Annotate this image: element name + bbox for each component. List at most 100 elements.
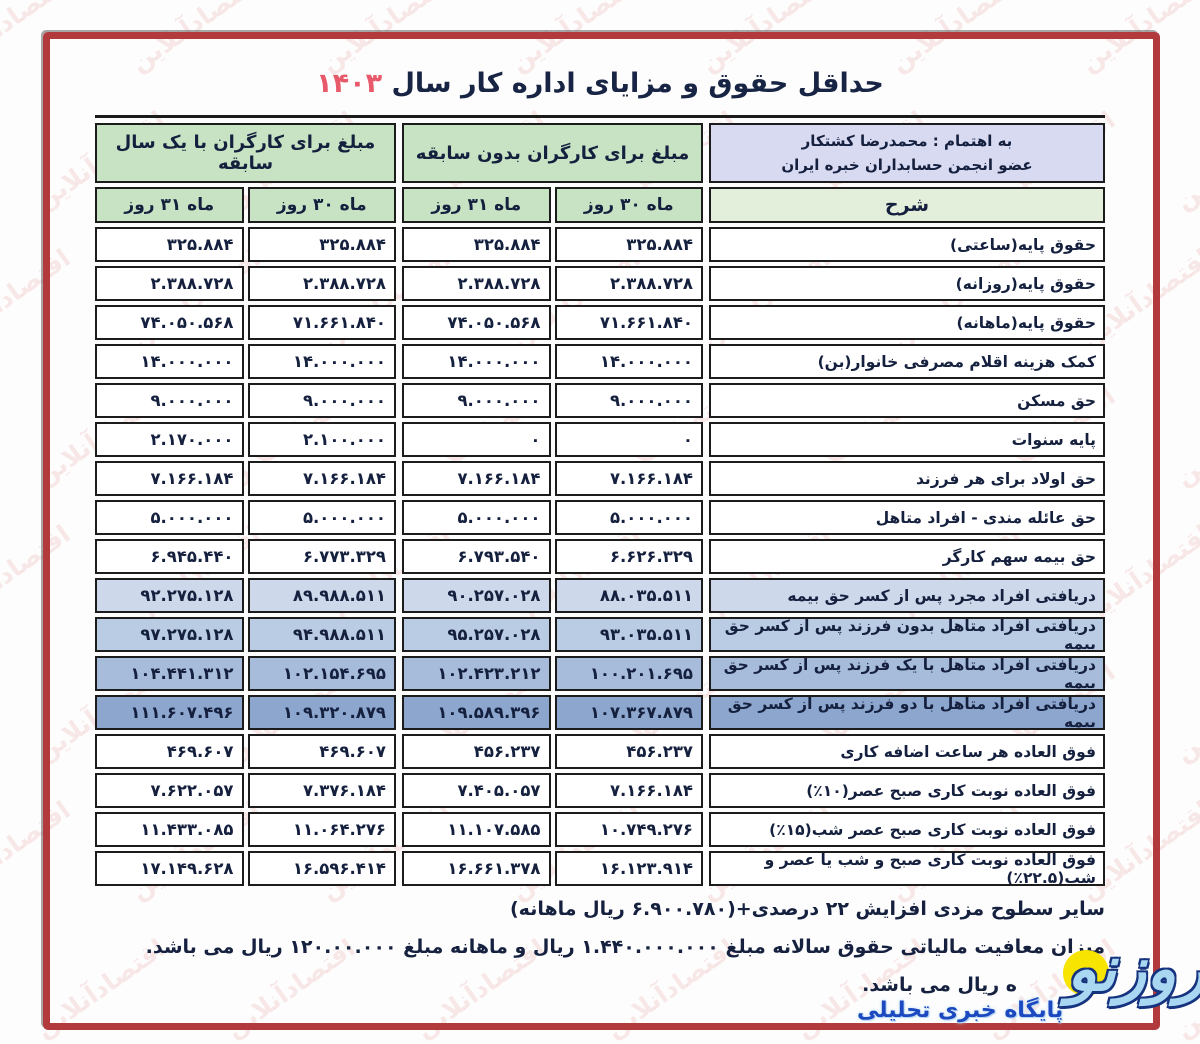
- value-cell-noexp-31: ۴۵۶.۲۳۷: [402, 734, 551, 769]
- value-cell-oneyear-30: ۲.۱۰۰.۰۰۰: [247, 422, 396, 457]
- value-cell-noexp-31: ۹.۰۰۰.۰۰۰: [402, 383, 551, 418]
- watermark-text: اقتصادآنلاین: [0, 243, 76, 354]
- value-cell-noexp-31: ۷۴.۰۵۰.۵۶۸: [402, 305, 551, 340]
- value-cell-noexp-30: ۰: [554, 422, 703, 457]
- value-cell-noexp-30: ۱۴.۰۰۰.۰۰۰: [554, 344, 703, 379]
- value-cell-oneyear-31: ۱۰۴.۴۴۱.۳۱۲: [95, 656, 244, 691]
- title-text: حداقل حقوق و مزایای اداره کار سال: [391, 68, 884, 99]
- page-title: حداقل حقوق و مزایای اداره کار سال ۱۴۰۳: [95, 68, 1105, 99]
- row-label: حقوق پایه(ساعتی): [709, 227, 1105, 262]
- watermark-text: اقتصادآنلاین: [0, 519, 76, 630]
- value-cell-noexp-30: ۲.۳۸۸.۷۲۸: [554, 266, 703, 301]
- value-cell-noexp-31: ۷.۴۰۵.۰۵۷: [402, 773, 551, 808]
- title-year: ۱۴۰۳: [316, 68, 383, 99]
- value-cell-noexp-30: ۷۱.۶۶۱.۸۴۰: [554, 305, 703, 340]
- footnote-tax-exemption: میزان معافیت مالیاتی حقوق سالانه مبلغ ۱.…: [145, 936, 1105, 958]
- value-cell-noexp-30: ۳۲۵.۸۸۴: [554, 227, 703, 262]
- footnote-partial: ه ریال می باشد.: [862, 974, 1017, 996]
- col-header-month31: ماه ۳۱ روز: [402, 187, 551, 223]
- group-header-no-experience: مبلغ برای کارگران بدون سابقه: [402, 123, 703, 183]
- watermark-text: اقتصادآنلاین: [505, 0, 646, 78]
- watermark-text: اقتصادآنلاین: [1170, 657, 1200, 768]
- logo-yellow-circle-icon: [1063, 950, 1109, 996]
- logo-tagline: پایگاه خبری تحلیلی: [857, 998, 1064, 1023]
- col-header-month30: ماه ۳۰ روز: [247, 187, 396, 223]
- value-cell-oneyear-31: ۳۲۵.۸۸۴: [95, 227, 244, 262]
- row-label: دریافتی افراد متاهل با دو فرزند پس از کس…: [709, 695, 1105, 730]
- value-cell-oneyear-31: ۹۲.۲۷۵.۱۲۸: [95, 578, 244, 613]
- watermark-text: اقتصادآنلاین: [695, 0, 836, 78]
- row-label: دریافتی افراد مجرد پس از کسر حق بیمه: [709, 578, 1105, 613]
- attribution-cell: به اهتمام : محمدرضا کشتکار عضو انجمن حسا…: [709, 123, 1105, 183]
- col-header-month31: ماه ۳۱ روز: [95, 187, 244, 223]
- value-cell-noexp-31: ۰: [402, 422, 551, 457]
- row-label: فوق العاده نوبت کاری صبح عصر(۱۰٪): [709, 773, 1105, 808]
- value-cell-oneyear-30: ۱۶.۵۹۶.۴۱۴: [247, 851, 396, 886]
- value-cell-noexp-30: ۷.۱۶۶.۱۸۴: [554, 773, 703, 808]
- value-cell-noexp-30: ۹۳.۰۳۵.۵۱۱: [554, 617, 703, 652]
- value-cell-oneyear-31: ۲.۱۷۰.۰۰۰: [95, 422, 244, 457]
- value-cell-oneyear-31: ۱۴.۰۰۰.۰۰۰: [95, 344, 244, 379]
- value-cell-noexp-30: ۱۰۷.۳۶۷.۸۷۹: [554, 695, 703, 730]
- row-label: حق مسکن: [709, 383, 1105, 418]
- value-cell-oneyear-30: ۹۴.۹۸۸.۵۱۱: [247, 617, 396, 652]
- row-label: دریافتی افراد متاهل با یک فرزند پس از کس…: [709, 656, 1105, 691]
- value-cell-oneyear-30: ۱۱.۰۶۴.۲۷۶: [247, 812, 396, 847]
- row-label: حق اولاد برای هر فرزند: [709, 461, 1105, 496]
- row-label: حقوق پایه(ماهانه): [709, 305, 1105, 340]
- rooznow-logo: روزنو پایگاه خبری تحلیلی: [855, 932, 1200, 1038]
- row-label: فوق العاده هر ساعت اضافه کاری: [709, 734, 1105, 769]
- desc-header-cell: شرح: [709, 187, 1105, 223]
- watermark-text: اقتصادآنلاین: [125, 0, 266, 78]
- value-cell-noexp-31: ۲.۳۸۸.۷۲۸: [402, 266, 551, 301]
- value-cell-oneyear-30: ۱۰۲.۱۵۴.۶۹۵: [247, 656, 396, 691]
- value-cell-oneyear-30: ۷۱.۶۶۱.۸۴۰: [247, 305, 396, 340]
- value-cell-oneyear-30: ۲.۳۸۸.۷۲۸: [247, 266, 396, 301]
- value-cell-noexp-30: ۱۰.۷۴۹.۲۷۶: [554, 812, 703, 847]
- value-cell-noexp-30: ۱۰۰.۲۰۱.۶۹۵: [554, 656, 703, 691]
- row-label: فوق العاده نوبت کاری صبح عصر شب(۱۵٪): [709, 812, 1105, 847]
- value-cell-oneyear-30: ۷.۱۶۶.۱۸۴: [247, 461, 396, 496]
- value-cell-oneyear-31: ۱۱.۴۳۳.۰۸۵: [95, 812, 244, 847]
- logo-wordmark: روزنو: [1066, 932, 1200, 1005]
- value-cell-oneyear-31: ۵.۰۰۰.۰۰۰: [95, 500, 244, 535]
- description-column: به اهتمام : محمدرضا کشتکار عضو انجمن حسا…: [709, 123, 1105, 886]
- value-cell-noexp-31: ۵.۰۰۰.۰۰۰: [402, 500, 551, 535]
- value-cell-noexp-31: ۱۰۹.۵۸۹.۳۹۶: [402, 695, 551, 730]
- value-cell-oneyear-31: ۱۱۱.۶۰۷.۴۹۶: [95, 695, 244, 730]
- watermark-text: اقتصادآنلاین: [1170, 381, 1200, 492]
- row-label: دریافتی افراد متاهل بدون فرزند پس از کسر…: [709, 617, 1105, 652]
- value-cell-noexp-30: ۶.۶۲۶.۳۲۹: [554, 539, 703, 574]
- value-cell-noexp-31: ۱۴.۰۰۰.۰۰۰: [402, 344, 551, 379]
- value-cell-noexp-31: ۳۲۵.۸۸۴: [402, 227, 551, 262]
- value-cell-oneyear-30: ۵.۰۰۰.۰۰۰: [247, 500, 396, 535]
- value-cell-noexp-31: ۷.۱۶۶.۱۸۴: [402, 461, 551, 496]
- value-cell-oneyear-30: ۶.۷۷۳.۳۲۹: [247, 539, 396, 574]
- watermark-text: اقتصادآنلاین: [0, 0, 76, 78]
- value-cell-noexp-30: ۴۵۶.۲۳۷: [554, 734, 703, 769]
- value-cell-noexp-30: ۸۸.۰۳۵.۵۱۱: [554, 578, 703, 613]
- attribution-line2: عضو انجمن حسابداران خبره ایران: [781, 156, 1033, 174]
- value-cell-oneyear-30: ۱۰۹.۳۲۰.۸۷۹: [247, 695, 396, 730]
- value-cell-noexp-31: ۱۰۲.۴۲۳.۲۱۲: [402, 656, 551, 691]
- value-cell-oneyear-31: ۴۶۹.۶۰۷: [95, 734, 244, 769]
- value-cell-noexp-31: ۹۵.۲۵۷.۰۲۸: [402, 617, 551, 652]
- watermark-text: اقتصادآنلاین: [1075, 0, 1200, 78]
- watermark-text: اقتصادآنلاین: [1170, 105, 1200, 216]
- row-label: حقوق پایه(روزانه): [709, 266, 1105, 301]
- value-cell-oneyear-31: ۱۷.۱۴۹.۶۲۸: [95, 851, 244, 886]
- value-cell-oneyear-31: ۶.۹۴۵.۴۴۰: [95, 539, 244, 574]
- no-experience-columns: مبلغ برای کارگران بدون سابقه ماه ۳۰ روز …: [402, 123, 703, 886]
- row-label: حق عائله مندی - افراد متاهل: [709, 500, 1105, 535]
- value-cell-noexp-30: ۷.۱۶۶.۱۸۴: [554, 461, 703, 496]
- value-cell-oneyear-31: ۲.۳۸۸.۷۲۸: [95, 266, 244, 301]
- value-cell-oneyear-31: ۷۴.۰۵۰.۵۶۸: [95, 305, 244, 340]
- value-cell-noexp-30: ۵.۰۰۰.۰۰۰: [554, 500, 703, 535]
- value-cell-oneyear-30: ۷.۳۷۶.۱۸۴: [247, 773, 396, 808]
- col-header-month30: ماه ۳۰ روز: [554, 187, 703, 223]
- attribution-line1: به اهتمام : محمدرضا کشتکار: [801, 132, 1013, 150]
- row-label: کمک هزینه اقلام مصرفی خانوار(بن): [709, 344, 1105, 379]
- value-cell-noexp-31: ۱۱.۱۰۷.۵۸۵: [402, 812, 551, 847]
- value-cell-oneyear-30: ۱۴.۰۰۰.۰۰۰: [247, 344, 396, 379]
- watermark-text: اقتصادآنلاین: [315, 0, 456, 78]
